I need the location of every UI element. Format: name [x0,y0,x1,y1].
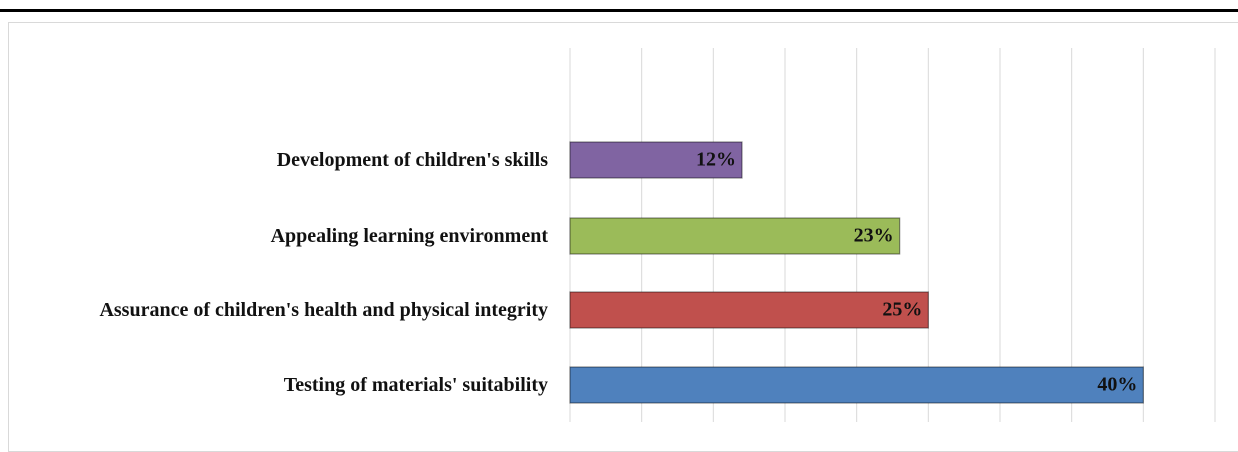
value-label: 23% [854,225,894,247]
bar [569,217,901,255]
category-label: Assurance of children's health and physi… [99,298,548,321]
category-label: Appealing learning environment [270,224,548,247]
category-label: Development of children's skills [276,148,548,171]
top-rule [0,9,1238,12]
value-label: 12% [696,149,736,171]
category-label: Testing of materials' suitability [283,373,548,396]
bar [569,141,743,179]
value-label: 25% [882,299,922,321]
bar [569,291,929,329]
value-label: 40% [1097,374,1137,396]
bar [569,366,1144,404]
